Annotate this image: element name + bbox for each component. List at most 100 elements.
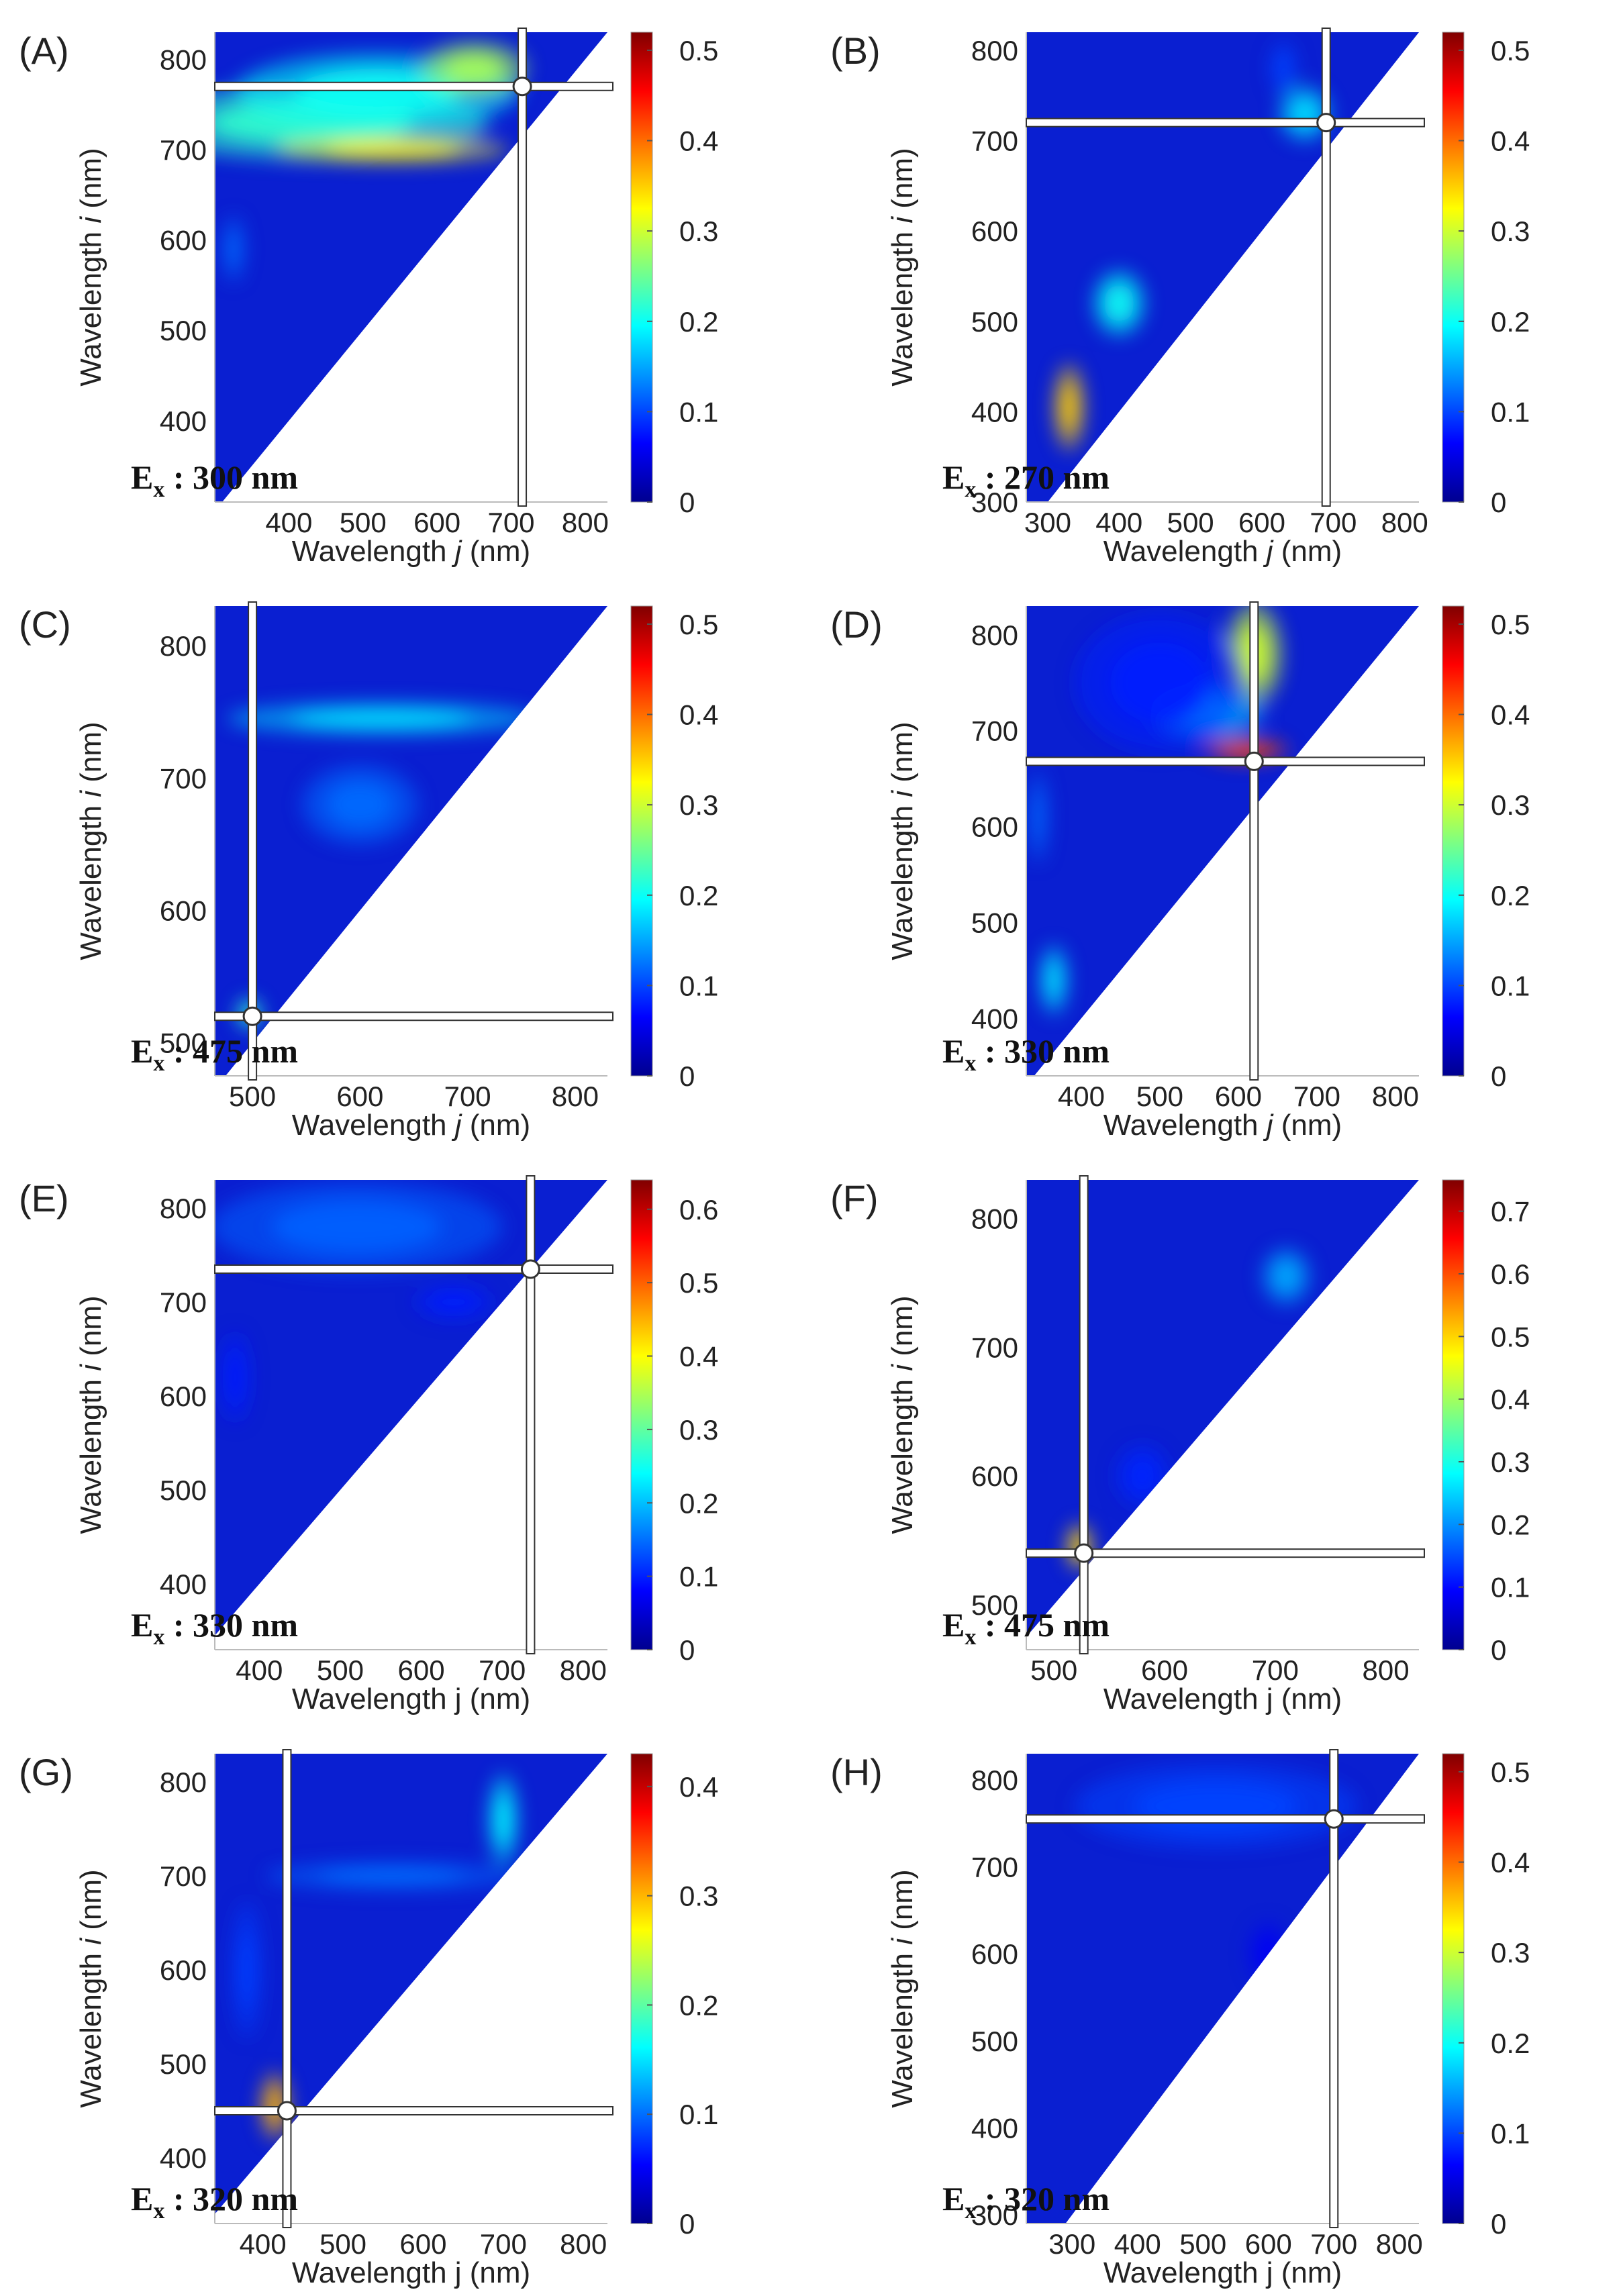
x-tick-label: 600 [1141,1654,1188,1686]
x-tick-label: 800 [560,2228,607,2260]
x-axis-label: Wavelength j (nm) [292,1109,530,1142]
x-tick-label: 600 [1238,507,1285,538]
colorbar-tick-label: 0.2 [679,1989,718,2021]
y-tick-label: 800 [160,44,207,75]
x-tick-label: 500 [1167,507,1214,538]
crosshair-vertical-bar [1079,1175,1089,1654]
y-tick-label: 600 [160,225,207,256]
x-tick-label: 400 [1058,1081,1105,1112]
colorbar-tick-label: 0.4 [679,1341,718,1372]
heatmap-field [1026,32,1419,502]
x-axis-label: Wavelength j (nm) [1103,1683,1342,1715]
y-tick-label: 500 [971,306,1018,338]
y-tick-label: 500 [160,2048,207,2080]
colorbar-tick-label: 0.1 [679,970,718,1001]
x-tick-label: 500 [319,2228,366,2260]
crosshair [214,1749,613,2228]
colorbar-tick-label: 0.4 [679,126,718,157]
x-tick-label: 400 [236,1654,283,1686]
heatmap-hotspot-halo [1248,1922,1288,1985]
colorbar-tick-label: 0.2 [1491,1509,1530,1540]
crosshair-vertical-bar [526,1175,536,1654]
colorbar-tick-label: 0 [679,1634,695,1666]
y-tick-label: 800 [971,619,1018,651]
panel-letter: (B) [830,30,881,72]
heatmap-hotspot [226,1350,244,1404]
x-tick-label: 700 [444,1081,491,1112]
panel-letter: (E) [19,1177,69,1219]
x-axis-label: Wavelength j (nm) [292,1683,530,1715]
y-tick-label: 600 [971,1460,1018,1492]
y-tick-label: 500 [160,1475,207,1506]
y-tick-label: 700 [971,126,1018,157]
heatmap-hotspot [291,709,473,728]
y-tick-label: 300 [971,487,1018,518]
colorbar-tick-label: 0.6 [679,1194,718,1226]
colorbar-tick-label: 0 [679,487,695,518]
crosshair-horizontal-bar [1026,756,1425,766]
y-tick-label: 700 [160,1287,207,1318]
heatmap-field [1026,606,1419,1076]
y-tick-label: 800 [160,1193,207,1224]
crosshair-vertical-bar [282,1749,292,2228]
colorbar-tick-label: 0.5 [1491,1321,1530,1352]
x-tick-label: 400 [240,2228,287,2260]
x-tick-label: 500 [1136,1081,1183,1112]
colorbar-tick-label: 0.4 [679,699,718,731]
crosshair-horizontal-bar [214,81,613,91]
colorbar-tick-label: 0.4 [1491,1384,1530,1415]
crosshair [1026,1749,1425,2228]
colorbar-tick-label: 0.1 [1491,970,1530,1001]
heatmap-hotspot [238,1930,256,2009]
heatmap-field [215,1754,607,2214]
heatmap-hotspot [325,142,460,158]
y-tick-label: 400 [160,2142,207,2174]
y-tick-label: 400 [971,1003,1018,1034]
colorbar-tick-label: 0.1 [1491,2117,1530,2149]
y-tick-label: 800 [971,35,1018,66]
y-axis-label: Wavelength i (nm) [75,148,107,386]
y-axis-label: Wavelength i (nm) [886,721,919,960]
colorbar-tick-label: 0.5 [1491,35,1530,66]
x-tick-label: 700 [1310,2228,1357,2260]
x-axis-label: Wavelength j (nm) [1103,2256,1342,2289]
x-tick-label: 800 [562,507,609,538]
y-tick-label: 400 [971,396,1018,428]
y-axis-label: Wavelength i (nm) [886,1295,919,1534]
x-tick-label: 600 [399,2228,446,2260]
crosshair-marker [512,77,532,97]
crosshair-marker [1244,751,1264,771]
crosshair-marker [277,2101,297,2121]
x-axis-label: Wavelength j (nm) [292,2256,530,2289]
colorbar-tick-label: 0.5 [679,609,718,640]
colorbar-tick-label: 0.3 [1491,1446,1530,1478]
heatmap-field [215,1180,607,1636]
heatmap-hotspot [1060,381,1079,433]
panel-h: (H) 300 400 500 600 700 800 300 400 500 600 700 800 W… [830,1749,1530,2289]
colorbar-tick-label: 0.1 [1491,396,1530,428]
x-tick-label: 600 [1245,2228,1292,2260]
crosshair-vertical-bar [1321,28,1331,507]
colorbar [1442,1753,1465,2224]
x-tick-label: 700 [1310,507,1357,538]
crosshair-horizontal-bar [214,1264,613,1274]
y-tick-label: 700 [160,1860,207,1892]
y-tick-label: 300 [971,2199,1018,2231]
y-tick-label: 600 [971,811,1018,843]
y-tick-label: 700 [160,762,207,794]
colorbar-tick-label: 0.1 [679,396,718,428]
colorbar-tick-label: 0.2 [679,1487,718,1519]
heatmap-background [215,1754,607,2214]
colorbar-tick-label: 0.4 [1491,699,1530,731]
excitation-label: Ex : 320 nm [942,2180,1110,2224]
heatmap-hotspot [1045,960,1063,1001]
y-axis-label: Wavelength i (nm) [75,1295,107,1534]
crosshair-marker [520,1259,540,1279]
x-tick-label: 600 [1215,1081,1262,1112]
heatmap-hotspot [326,781,394,828]
crosshair-horizontal-bar [1026,1548,1425,1558]
x-tick-label: 800 [1372,1081,1419,1112]
crosshair-horizontal-bar [214,1011,613,1021]
colorbar-tick-label: 0.5 [1491,609,1530,640]
crosshair-vertical-bar [518,28,528,507]
